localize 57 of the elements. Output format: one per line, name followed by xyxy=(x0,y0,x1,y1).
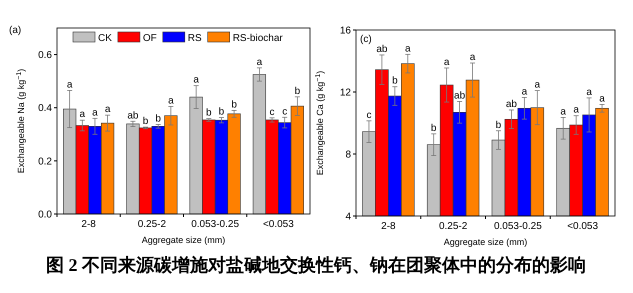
data-label: c xyxy=(270,106,275,118)
chart-title: (c) xyxy=(360,34,372,45)
x-axis-title: Aggregate size (mm) xyxy=(142,235,226,245)
y-tick-label: 0.4 xyxy=(38,103,52,114)
data-label: b xyxy=(218,106,225,118)
data-label: a xyxy=(66,79,73,90)
data-label: a xyxy=(92,107,98,118)
data-label: a xyxy=(470,52,476,64)
x-tick-label: 0.25-2 xyxy=(138,219,166,230)
data-label: a xyxy=(193,74,200,86)
data-label: ab xyxy=(127,110,139,122)
data-label: c xyxy=(366,110,372,121)
data-label: a xyxy=(599,93,606,104)
y-tick-label: 16 xyxy=(340,26,352,36)
data-label: c xyxy=(282,106,288,118)
legend-label: RS-biochar xyxy=(232,33,284,44)
y-tick-label: 12 xyxy=(340,88,352,98)
data-label: b xyxy=(155,113,162,124)
chart-title: (a) xyxy=(9,25,22,36)
data-label: b xyxy=(496,120,502,131)
x-tick-label: 2-8 xyxy=(381,221,396,232)
y-tick-label: 0.6 xyxy=(38,50,52,62)
legend-label: RS xyxy=(188,33,202,44)
x-tick-label: 0.25-2 xyxy=(438,221,468,232)
data-label: a xyxy=(168,95,174,106)
data-label: b xyxy=(430,122,437,134)
data-label: a xyxy=(256,56,263,68)
legend-label: OF xyxy=(142,33,157,44)
data-label: b xyxy=(142,116,149,128)
legend-label: CK xyxy=(98,33,112,44)
data-label: a xyxy=(405,43,412,54)
y-tick-label: 0.2 xyxy=(38,156,52,168)
data-label: a xyxy=(573,104,580,116)
data-label: ab xyxy=(506,98,518,110)
caption: 图 2 不同来源碳增施对盐碱地交换性钙、钠在团聚体中的分布的影响 xyxy=(46,255,586,275)
x-tick-label: <0.053 xyxy=(262,219,294,230)
data-label: b xyxy=(392,76,398,87)
data-label: b xyxy=(294,86,301,97)
y-tick-label: 4 xyxy=(345,212,352,222)
x-tick-label: 0.053-0.25 xyxy=(191,219,240,230)
x-tick-label: <0.053 xyxy=(567,221,598,232)
data-label: a xyxy=(586,86,592,98)
data-label: a xyxy=(104,104,111,116)
x-tick-label: 0.053-0.25 xyxy=(494,221,542,232)
data-label: a xyxy=(444,56,450,68)
data-label: a xyxy=(522,86,528,98)
y-tick-label: 8 xyxy=(345,150,352,160)
data-label: a xyxy=(534,80,541,91)
data-label: b xyxy=(231,99,238,110)
data-label: ab xyxy=(376,44,388,55)
x-tick-label: 2-8 xyxy=(81,219,96,230)
data-label: a xyxy=(560,106,566,118)
x-axis-title: Aggregate size (mm) xyxy=(444,237,528,247)
y-tick-label: 0.0 xyxy=(38,210,52,220)
data-label: b xyxy=(206,108,212,119)
data-label: ab xyxy=(454,90,466,102)
data-label: a xyxy=(80,109,86,120)
